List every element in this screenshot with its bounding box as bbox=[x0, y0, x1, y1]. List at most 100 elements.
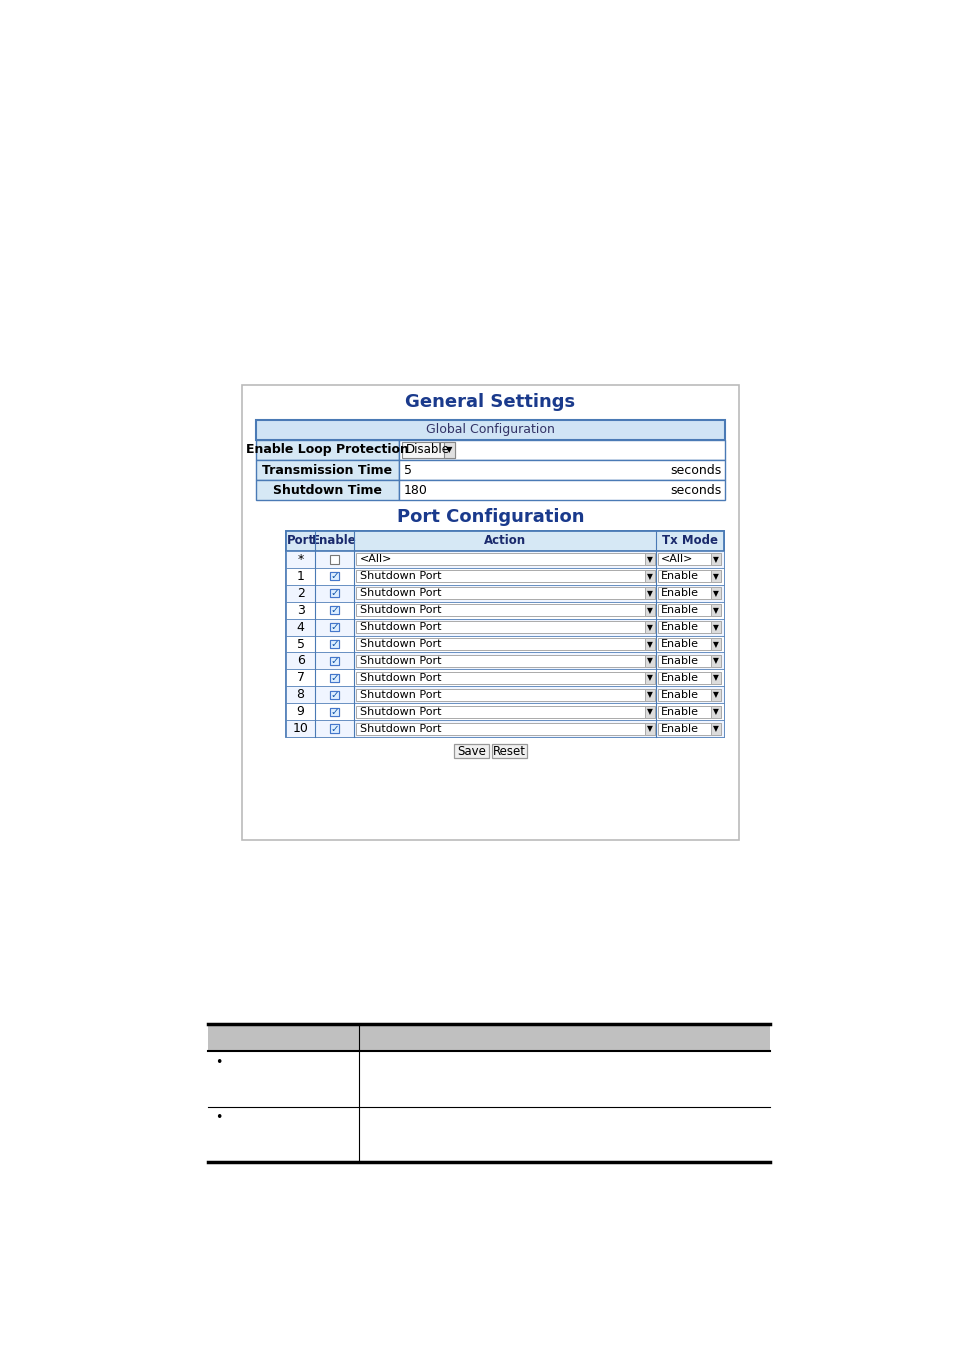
Text: ✓: ✓ bbox=[330, 724, 338, 733]
Bar bbox=[286, 686, 723, 703]
Bar bbox=[330, 589, 338, 598]
Bar bbox=[286, 636, 723, 652]
Text: Port: Port bbox=[286, 535, 314, 547]
Bar bbox=[330, 572, 338, 580]
Bar bbox=[356, 722, 654, 734]
Bar bbox=[330, 640, 338, 648]
Bar bbox=[644, 621, 654, 633]
Text: ✓: ✓ bbox=[330, 639, 338, 649]
Bar bbox=[356, 637, 654, 651]
Bar bbox=[286, 618, 723, 636]
Text: 180: 180 bbox=[403, 483, 427, 497]
Bar bbox=[330, 691, 338, 699]
Text: Enable Loop Protection: Enable Loop Protection bbox=[246, 444, 408, 456]
Bar bbox=[658, 672, 720, 684]
Text: ▼: ▼ bbox=[713, 656, 719, 666]
Bar bbox=[330, 691, 338, 699]
Text: Enable: Enable bbox=[660, 571, 699, 582]
Bar bbox=[711, 688, 720, 701]
Text: Shutdown Port: Shutdown Port bbox=[360, 639, 441, 649]
Text: 7: 7 bbox=[296, 671, 304, 684]
Text: •: • bbox=[215, 1056, 222, 1069]
Text: ▼: ▼ bbox=[713, 606, 719, 614]
Bar bbox=[330, 572, 338, 580]
Bar bbox=[330, 555, 338, 563]
Text: Enable: Enable bbox=[660, 622, 699, 632]
Text: •: • bbox=[215, 1111, 222, 1125]
Text: ▼: ▼ bbox=[646, 674, 652, 682]
Text: ▼: ▼ bbox=[646, 622, 652, 632]
Bar bbox=[241, 385, 739, 840]
Text: Tx Mode: Tx Mode bbox=[661, 535, 717, 547]
Bar bbox=[711, 603, 720, 617]
Bar bbox=[658, 621, 720, 633]
Text: Enable: Enable bbox=[660, 690, 699, 699]
Bar bbox=[658, 603, 720, 617]
Text: 9: 9 bbox=[296, 705, 304, 718]
Bar bbox=[711, 672, 720, 684]
Text: ▼: ▼ bbox=[713, 690, 719, 699]
Bar bbox=[356, 655, 654, 667]
Text: Disable: Disable bbox=[406, 444, 450, 456]
Bar bbox=[286, 652, 723, 670]
Bar bbox=[454, 744, 488, 759]
Bar bbox=[711, 706, 720, 718]
Bar bbox=[443, 443, 455, 458]
Text: Shutdown Port: Shutdown Port bbox=[360, 622, 441, 632]
Bar bbox=[208, 1025, 769, 1052]
Bar bbox=[330, 707, 338, 716]
Bar bbox=[286, 551, 723, 568]
Text: ▼: ▼ bbox=[713, 640, 719, 648]
Text: Enable: Enable bbox=[660, 707, 699, 717]
Text: Shutdown Port: Shutdown Port bbox=[360, 724, 441, 733]
Text: Shutdown Port: Shutdown Port bbox=[360, 589, 441, 598]
Bar bbox=[330, 606, 338, 614]
Text: 4: 4 bbox=[296, 621, 304, 633]
Bar bbox=[711, 637, 720, 651]
Bar bbox=[711, 554, 720, 566]
Text: 5: 5 bbox=[296, 637, 304, 651]
Text: ▼: ▼ bbox=[646, 555, 652, 564]
Text: ▼: ▼ bbox=[713, 622, 719, 632]
Bar bbox=[286, 670, 723, 686]
Text: ✓: ✓ bbox=[330, 656, 338, 666]
Bar bbox=[644, 587, 654, 599]
Text: Enable: Enable bbox=[660, 589, 699, 598]
Bar bbox=[356, 587, 654, 599]
Bar bbox=[208, 1052, 769, 1107]
Bar bbox=[330, 674, 338, 682]
Text: Save: Save bbox=[456, 745, 485, 757]
Bar bbox=[644, 722, 654, 734]
Text: Shutdown Port: Shutdown Port bbox=[360, 672, 441, 683]
Text: ▼: ▼ bbox=[713, 674, 719, 682]
Text: Shutdown Port: Shutdown Port bbox=[360, 656, 441, 666]
Bar bbox=[658, 637, 720, 651]
Text: ▼: ▼ bbox=[446, 446, 452, 455]
Bar bbox=[398, 440, 724, 460]
Text: <All>: <All> bbox=[660, 555, 693, 564]
Bar bbox=[711, 621, 720, 633]
Bar bbox=[356, 570, 654, 582]
Text: ▼: ▼ bbox=[646, 572, 652, 580]
Text: Enable: Enable bbox=[660, 672, 699, 683]
Bar bbox=[330, 656, 338, 666]
Bar bbox=[330, 656, 338, 666]
Text: ✓: ✓ bbox=[330, 707, 338, 717]
Bar bbox=[330, 589, 338, 598]
Bar bbox=[658, 655, 720, 667]
Text: Port Configuration: Port Configuration bbox=[396, 508, 583, 526]
Bar bbox=[658, 688, 720, 701]
Text: ▼: ▼ bbox=[713, 707, 719, 717]
Text: ▼: ▼ bbox=[713, 724, 719, 733]
Text: ▼: ▼ bbox=[713, 589, 719, 598]
Bar bbox=[644, 672, 654, 684]
Bar bbox=[658, 706, 720, 718]
Text: Shutdown Port: Shutdown Port bbox=[360, 690, 441, 699]
Text: ✓: ✓ bbox=[330, 690, 338, 699]
Text: ▼: ▼ bbox=[646, 606, 652, 614]
Text: 8: 8 bbox=[296, 688, 304, 702]
Text: ▼: ▼ bbox=[646, 640, 652, 648]
Text: ▼: ▼ bbox=[646, 707, 652, 717]
Bar bbox=[286, 568, 723, 585]
Text: ▼: ▼ bbox=[713, 572, 719, 580]
